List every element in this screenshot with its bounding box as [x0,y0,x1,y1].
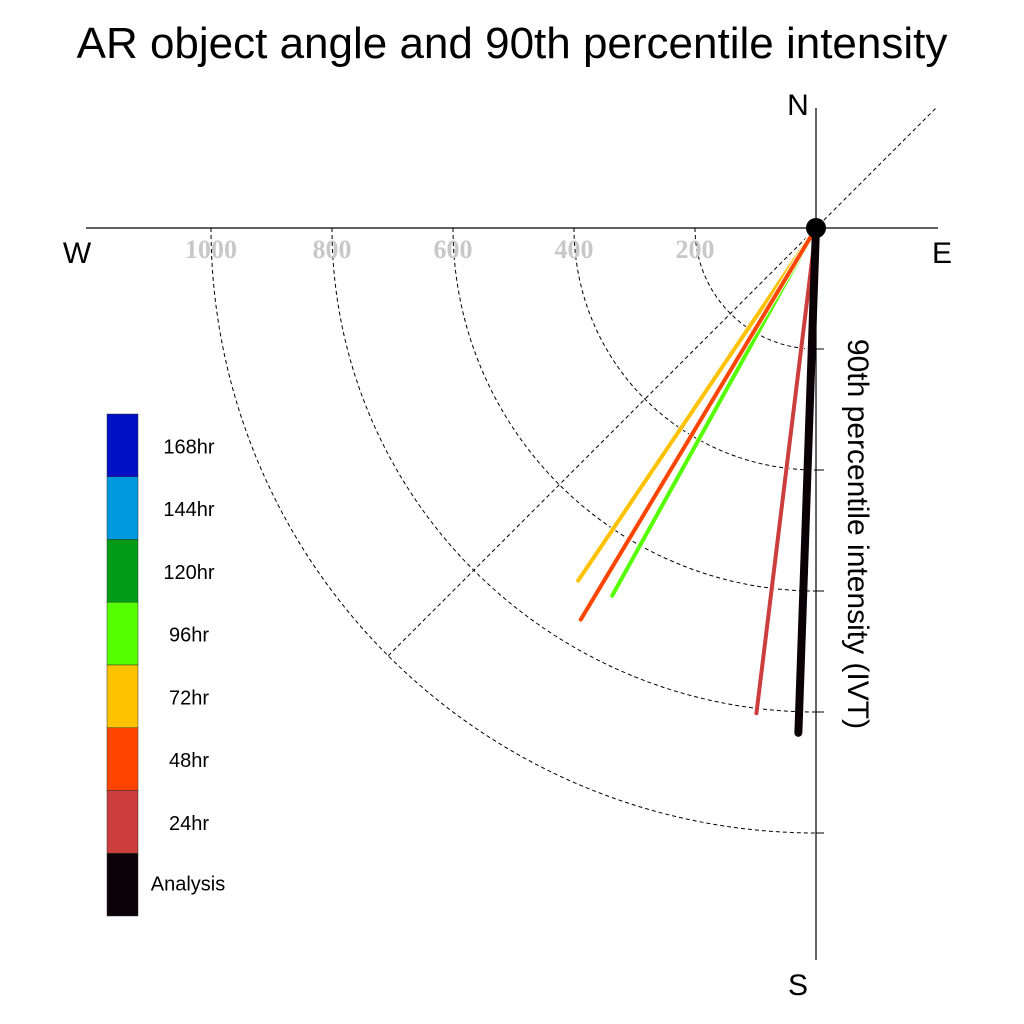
legend-label-analysis: Analysis [151,874,225,896]
series-vectors [575,224,820,737]
radial-tick-label-400: 400 [555,235,594,264]
legend-label-168hr: 168hr [163,436,214,458]
compass-south-label: S [788,969,808,1002]
compass-axes: N S E W [63,89,952,1002]
legend-swatch-168hr [106,413,139,477]
series-vector-analysis [794,224,820,737]
radial-tick-label-800: 800 [313,235,352,264]
legend-label-144hr: 144hr [163,499,214,521]
radial-tick-label-600: 600 [434,235,473,264]
series-vector-48hr [578,226,818,622]
legend-label-48hr: 48hr [169,750,209,772]
legend-label-24hr: 24hr [169,813,209,835]
legend-swatch-24hr [106,790,139,854]
legend-swatch-48hr [106,727,139,791]
compass-north-label: N [787,89,809,122]
radial-axis-label: 90th percentile intensity (IVT) [841,339,874,729]
grid-arc-400 [573,227,817,471]
radial-tick-label-1000: 1000 [185,235,237,264]
grid-arc-600 [452,227,817,592]
reference-diagonal [387,107,937,657]
chart-title: AR object angle and 90th percentile inte… [77,19,948,68]
origin-marker [806,218,826,238]
radial-tick-label-200: 200 [676,235,715,264]
legend-swatch-144hr [106,476,139,540]
legend-swatch-120hr [106,539,139,603]
legend-label-72hr: 72hr [169,687,209,709]
legend-label-120hr: 120hr [163,562,214,584]
legend: 168hr 144hr 120hr 96hr 72hr 48hr 24hr Analysis [106,413,225,917]
legend-swatch-analysis [106,853,139,917]
series-vector-24hr [754,226,818,716]
legend-swatch-72hr [106,664,139,728]
polar-grid [210,107,937,834]
legend-label-96hr: 96hr [169,625,209,647]
compass-east-label: E [932,237,952,270]
series-vector-72hr [576,226,818,583]
compass-west-label: W [63,237,92,270]
radial-tick-labels: 200 400 600 800 1000 [185,235,715,264]
legend-swatch-96hr [106,602,139,666]
grid-arc-1000 [210,227,817,834]
